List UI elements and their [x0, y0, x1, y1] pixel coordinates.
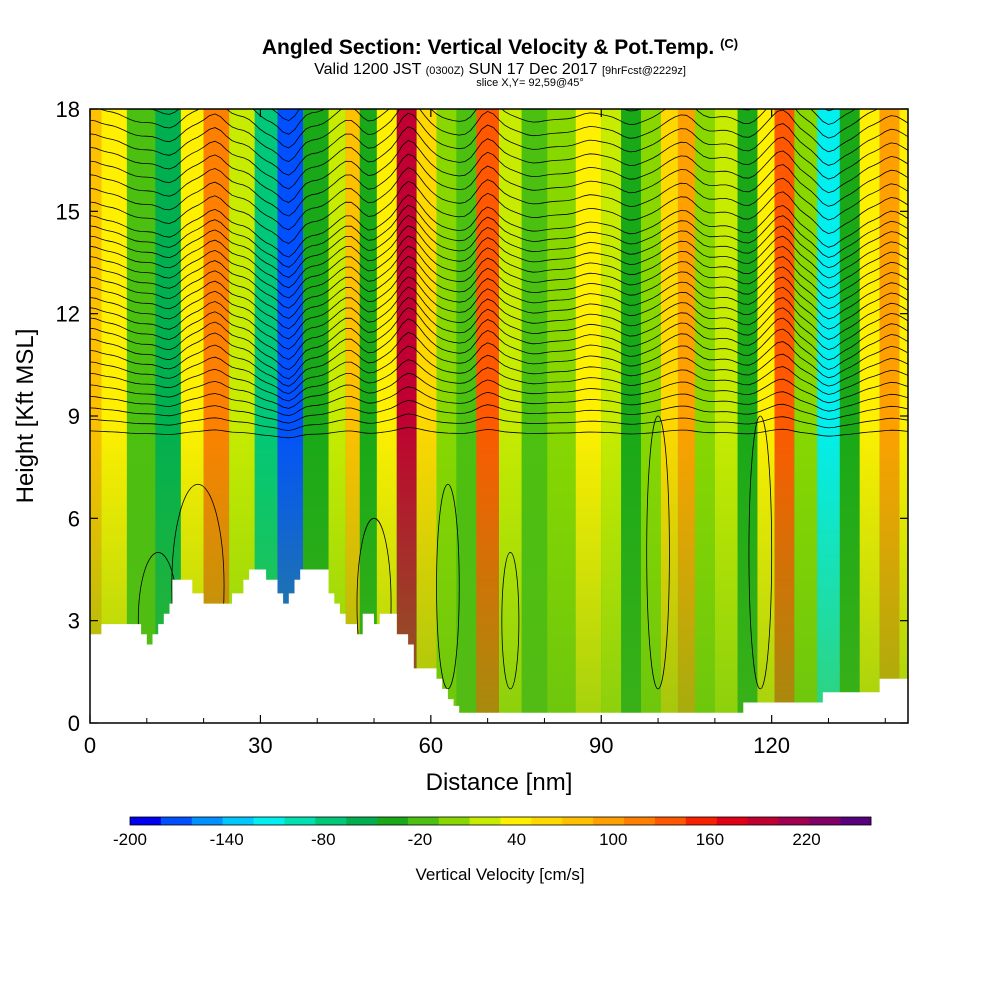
- colorbar-swatch: [562, 817, 594, 825]
- isentrope-line: [90, 266, 908, 330]
- colorbar-swatch: [809, 817, 841, 825]
- colorbar-tick-label: -20: [408, 830, 433, 849]
- x-tick-label: 60: [419, 733, 443, 758]
- isentrope-line: [90, 345, 908, 395]
- isentrope-line: [90, 153, 908, 217]
- low-level-contour: [501, 552, 520, 690]
- potential-temperature-contours: [90, 18, 908, 439]
- valid-date: SUN 17 Dec 2017: [468, 61, 598, 78]
- colorbar-swatch: [500, 817, 532, 825]
- colorbar-frame: [129, 816, 872, 826]
- y-tick-label: 12: [56, 302, 80, 327]
- isentrope-line: [90, 318, 908, 380]
- y-tick-label: 6: [68, 506, 80, 531]
- valid-time: Valid 1200 JST: [314, 61, 422, 78]
- colorbar-tick-label: -80: [311, 830, 336, 849]
- y-tick-label: 15: [56, 199, 80, 224]
- colorbar-swatch: [377, 817, 409, 825]
- colorbar-swatch: [284, 817, 316, 825]
- colorbar-swatch: [654, 817, 687, 825]
- colorbar-tick-label: 100: [599, 830, 627, 849]
- isentrope-line: [90, 194, 908, 258]
- isentrope-line: [90, 413, 908, 431]
- isentrope-line: [90, 180, 908, 244]
- colorbar-swatch: [130, 817, 162, 825]
- colorbar-swatch: [315, 817, 347, 825]
- isentrope-line: [90, 31, 908, 93]
- isentrope-line: [90, 167, 908, 231]
- isentrope-line: [90, 399, 908, 424]
- isentrope-line: [90, 386, 908, 417]
- y-tick-label: 0: [68, 711, 80, 736]
- low-level-contour: [748, 415, 773, 690]
- colorbar-swatch: [716, 817, 748, 825]
- chart-title: Angled Section: Vertical Velocity & Pot.…: [0, 36, 1000, 60]
- colorbar-swatch: [346, 817, 378, 825]
- isentrope-line: [90, 427, 908, 439]
- chart-title-text: Angled Section: Vertical Velocity & Pot.…: [261, 36, 715, 59]
- colorbar-swatch: [624, 817, 656, 825]
- forecast-info: [9hrFcst@2229z]: [601, 65, 686, 77]
- chart-subtitle: Valid 1200 JST (0300Z) SUN 17 Dec 2017 […: [0, 61, 1000, 79]
- y-tick-label: 9: [68, 404, 80, 429]
- isentrope-line: [90, 140, 908, 203]
- colorbar-tick-label: 40: [507, 830, 526, 849]
- isentrope-line: [90, 126, 908, 190]
- isentrope-line: [90, 332, 908, 387]
- isentrope-line: [90, 372, 908, 409]
- colorbar-swatch: [747, 817, 779, 825]
- colorbar-swatch: [593, 817, 625, 825]
- x-axis-label: Distance [nm]: [426, 769, 573, 796]
- colorbar-swatch: [253, 817, 285, 825]
- isentrope-line: [90, 307, 908, 371]
- terrain-mask: [90, 569, 908, 723]
- colorbar-tick-label: -200: [113, 830, 147, 849]
- valid-zulu: (0300Z): [425, 65, 465, 77]
- colorbar-swatch: [160, 817, 193, 825]
- x-tick-label: 0: [84, 733, 96, 758]
- x-axis: 0 30 60 90 120: [84, 109, 886, 758]
- x-tick-label: 90: [589, 733, 613, 758]
- colorbar-tick-label: 160: [696, 830, 724, 849]
- colorbar-swatch: [685, 817, 717, 825]
- chart-title-unit: (C): [720, 36, 739, 51]
- colorbar-swatch: [469, 817, 501, 825]
- colorbar: -200 -140 -80 -20 40 100 160 220: [113, 816, 872, 849]
- isentrope-line: [90, 204, 908, 268]
- colorbar-swatch: [407, 817, 440, 825]
- colorbar-swatch: [438, 817, 470, 825]
- y-axis: 0 3 6 9 12 15 18: [56, 97, 908, 736]
- isentrope-line: [90, 276, 908, 340]
- isentrope-line: [90, 18, 908, 80]
- y-tick-label: 3: [68, 609, 80, 634]
- isentrope-line: [90, 286, 908, 350]
- x-tick-label: 120: [753, 733, 790, 758]
- isentrope-line: [90, 45, 908, 107]
- isentrope-line: [90, 255, 908, 319]
- x-tick-label: 30: [248, 733, 272, 758]
- y-axis-label: Height [Kft MSL]: [12, 329, 39, 504]
- colorbar-label: Vertical Velocity [cm/s]: [415, 865, 584, 884]
- colorbar-swatch: [840, 817, 872, 825]
- slice-info: slice X,Y= 92,59@45°: [476, 77, 584, 89]
- colorbar-swatch: [778, 817, 810, 825]
- isentrope-line: [90, 225, 908, 289]
- colorbar-swatch: [191, 817, 223, 825]
- isentrope-line: [90, 245, 908, 309]
- low-level-contour: [436, 483, 460, 690]
- isentrope-line: [90, 359, 908, 402]
- isentrope-line: [90, 112, 908, 176]
- colorbar-swatch: [531, 817, 563, 825]
- colorbar-tick-label: 220: [792, 830, 820, 849]
- y-tick-label: 18: [56, 97, 80, 122]
- isentrope-line: [90, 296, 908, 360]
- isentrope-line: [90, 215, 908, 278]
- low-level-contour: [646, 415, 670, 690]
- colorbar-tick-label: -140: [210, 830, 244, 849]
- isentrope-line: [90, 235, 908, 299]
- colorbar-swatch: [222, 817, 254, 825]
